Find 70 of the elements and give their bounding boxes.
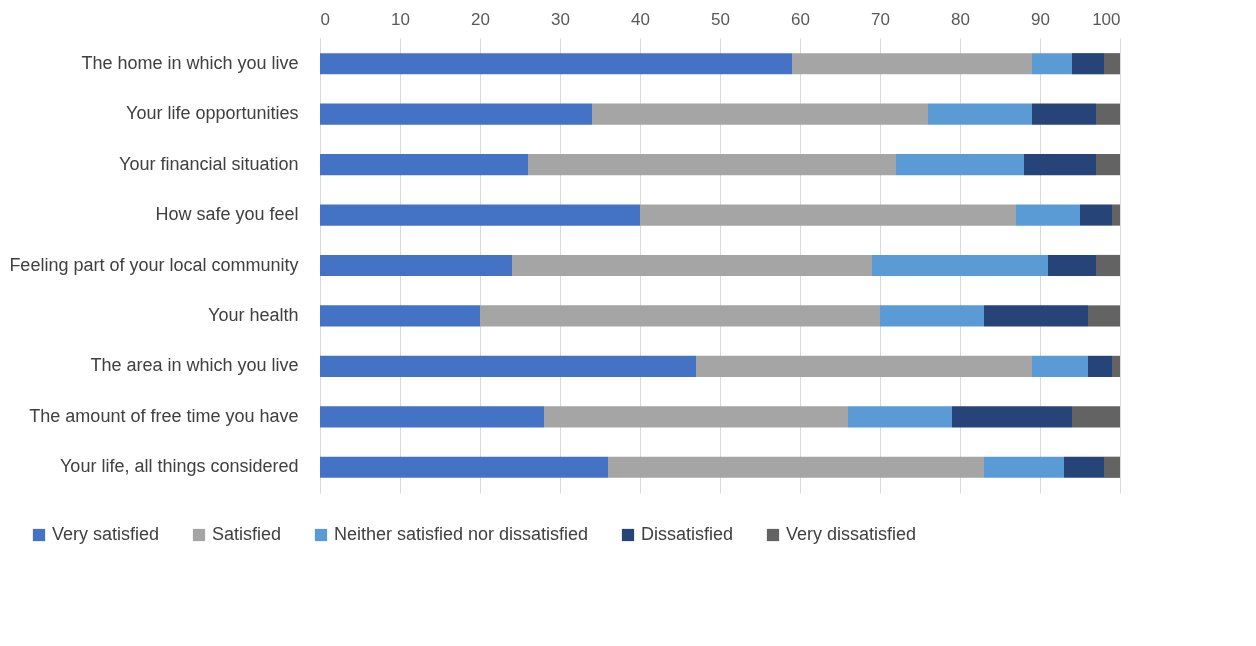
bar (1088, 305, 1120, 327)
bar (1016, 204, 1080, 226)
bar (1104, 53, 1120, 75)
bar (792, 53, 1032, 75)
x-tick-label: 10 (391, 9, 410, 29)
bar (480, 305, 880, 327)
bar (1096, 103, 1120, 125)
bar (608, 456, 984, 478)
legend-label: Very satisfied (52, 524, 160, 544)
x-tick-label: 80 (951, 9, 970, 29)
x-tick-label: 20 (471, 9, 490, 29)
y-tick-label: Your health (208, 304, 299, 325)
y-tick-label: The amount of free time you have (29, 405, 299, 426)
bar (320, 53, 792, 75)
y-tick-label: Feeling part of your local community (9, 254, 299, 275)
bar (1112, 204, 1120, 226)
bar (320, 154, 528, 176)
bar (320, 254, 512, 277)
bar (896, 154, 1024, 176)
bar (544, 406, 848, 428)
legend-label: Dissatisfied (641, 524, 734, 544)
bar (1032, 103, 1096, 125)
x-tick-label: 40 (631, 9, 650, 29)
bar (696, 355, 1032, 377)
bar (1080, 204, 1112, 226)
bar (848, 406, 952, 428)
bar (320, 103, 592, 125)
bar (1024, 154, 1096, 176)
legend-label: Satisfied (212, 524, 282, 544)
bar (1088, 355, 1112, 377)
bar (928, 103, 1032, 125)
y-tick-label: How safe you feel (155, 204, 299, 225)
bar (592, 103, 928, 125)
legend-label: Very dissatisfied (786, 524, 917, 544)
bar (1096, 254, 1120, 277)
y-tick-label: Your life opportunities (126, 103, 299, 124)
bar (320, 305, 480, 327)
bar (320, 406, 544, 428)
y-tick-label: The area in which you live (90, 355, 299, 376)
y-tick-label: The home in which you live (81, 52, 299, 73)
x-tick-label: 50 (711, 9, 730, 29)
bar (952, 406, 1072, 428)
bar (1032, 355, 1088, 377)
bar (1032, 53, 1072, 75)
x-tick-label: 100 (1092, 9, 1121, 29)
bar (320, 456, 608, 478)
bar (1096, 154, 1120, 176)
bar (512, 254, 872, 277)
bar (1072, 53, 1104, 75)
legend-label: Neither satisfied nor dissatisfied (334, 524, 589, 544)
bar (1112, 355, 1120, 377)
x-tick-label: 30 (551, 9, 570, 29)
bar (1048, 254, 1096, 277)
bar (320, 204, 640, 226)
x-tick-label: 70 (871, 9, 890, 29)
bar (984, 305, 1088, 327)
bar (872, 254, 1048, 277)
bar (528, 154, 896, 176)
bar (640, 204, 1016, 226)
bar (320, 355, 696, 377)
y-tick-label: Your life, all things considered (60, 456, 299, 477)
bar (1104, 456, 1120, 478)
x-tick-label: 0 (320, 9, 330, 29)
y-tick-label: Your financial situation (119, 153, 299, 174)
x-tick-label: 90 (1031, 9, 1050, 29)
x-tick-label: 60 (791, 9, 810, 29)
bar (1064, 456, 1104, 478)
bar (984, 456, 1064, 478)
bar (1072, 406, 1120, 428)
bar (880, 305, 984, 327)
